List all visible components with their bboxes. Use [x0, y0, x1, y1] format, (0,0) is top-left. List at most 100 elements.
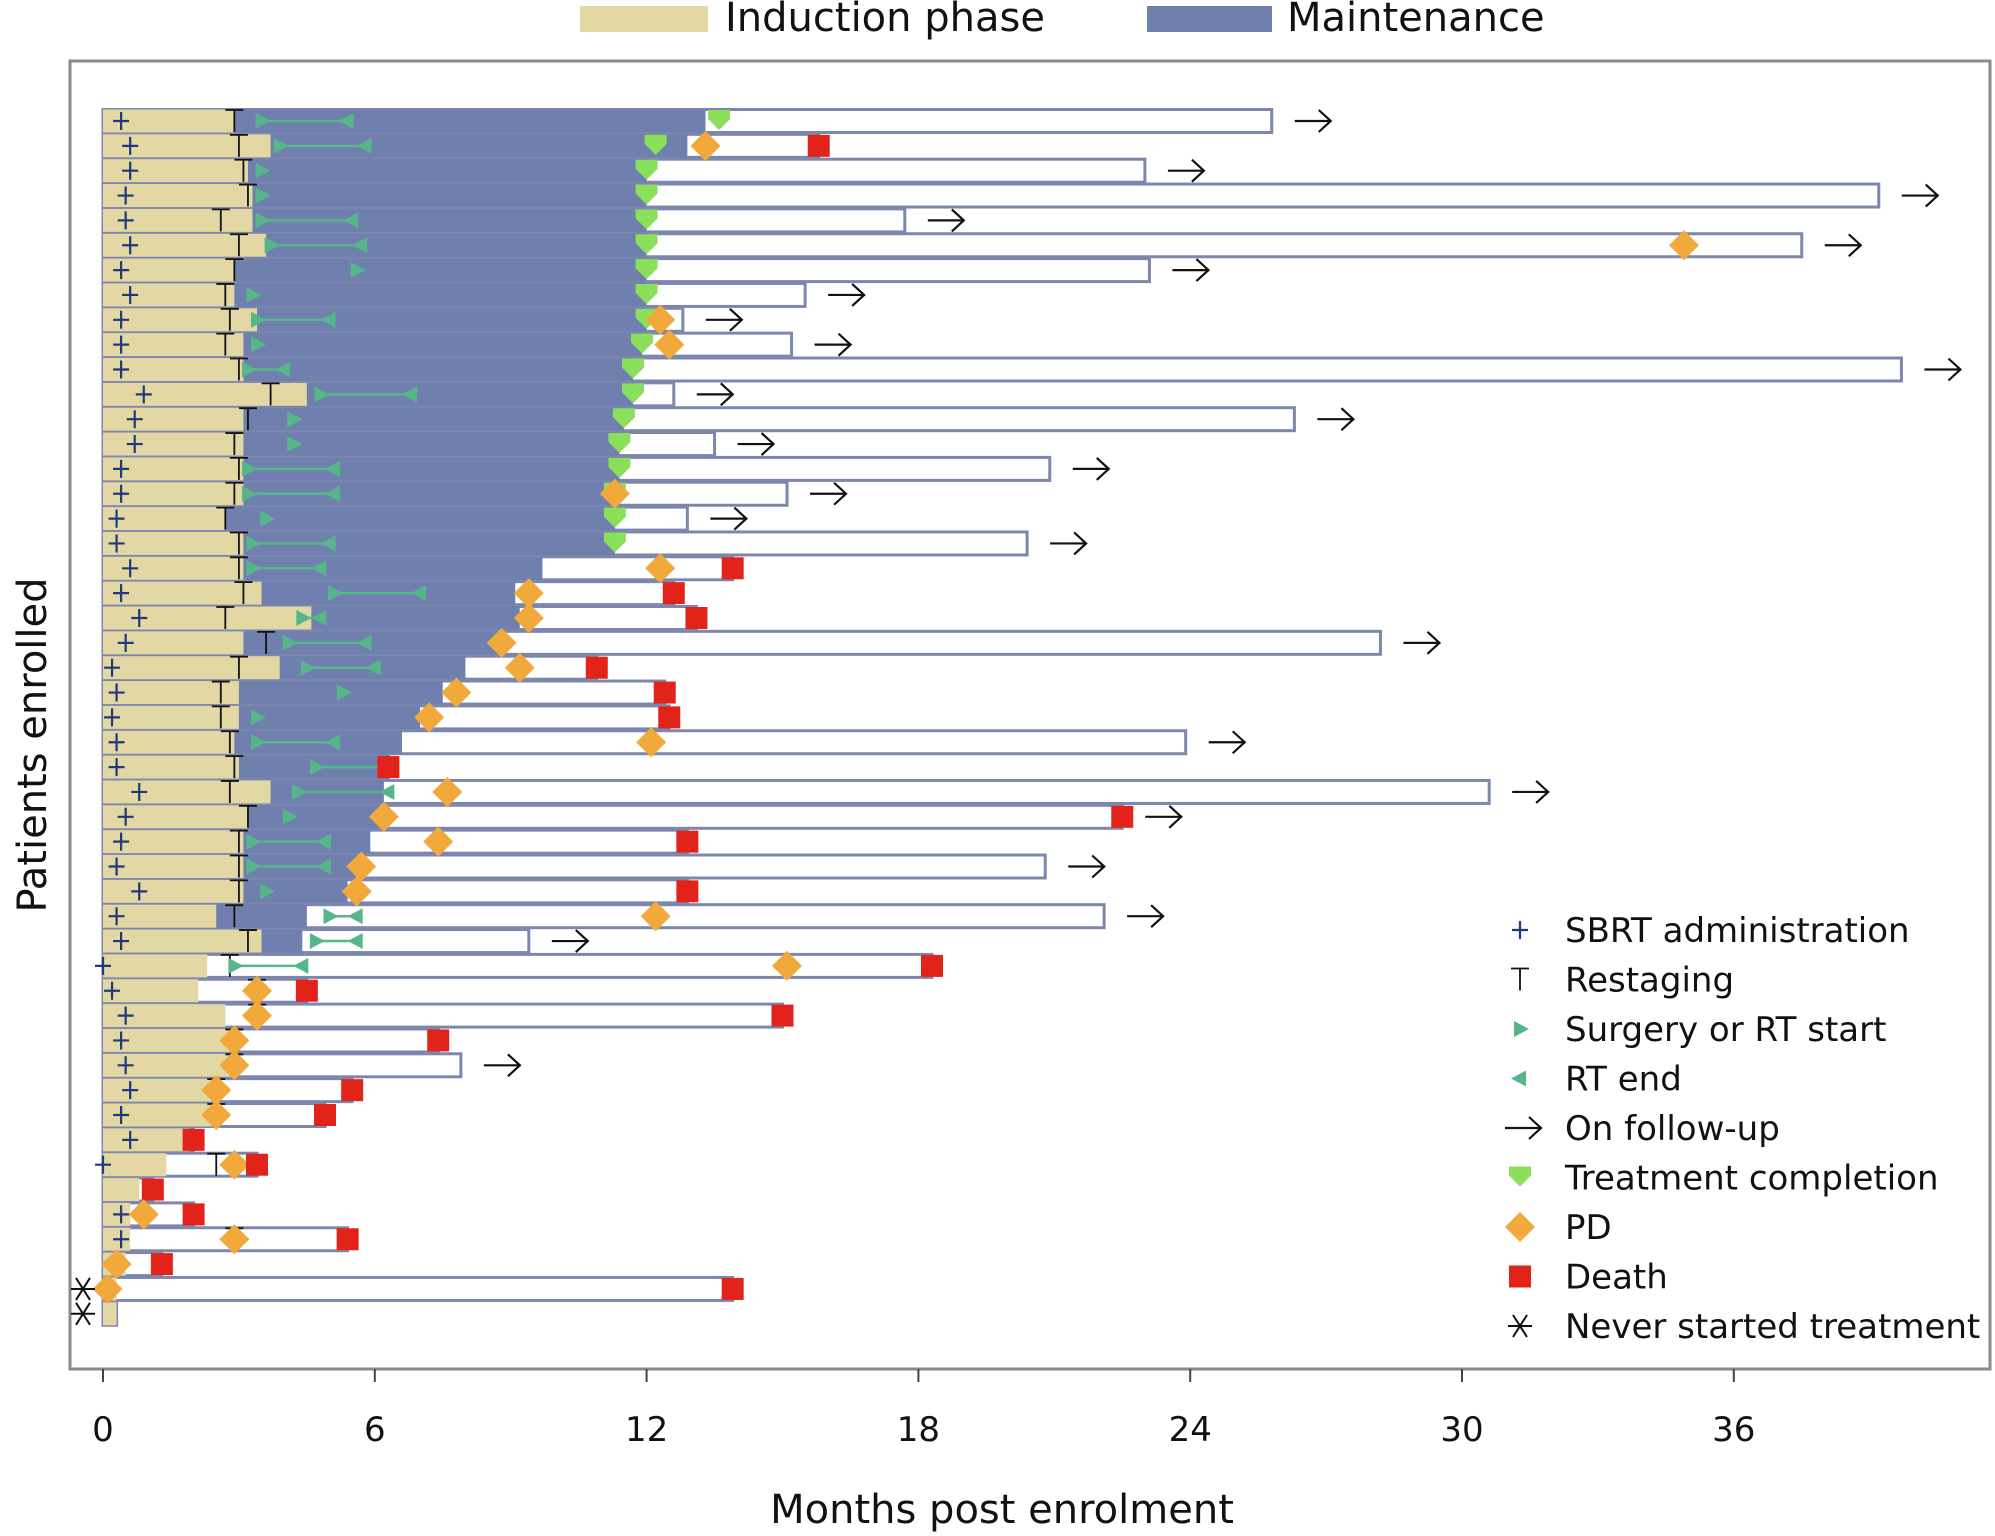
sbrt-marker	[113, 360, 130, 379]
restaging-marker	[1511, 967, 1529, 991]
sbrt-marker	[126, 410, 143, 429]
induction-segment	[103, 1004, 226, 1028]
sbrt-marker	[113, 832, 130, 851]
follow-up-arrow	[1901, 183, 1940, 208]
induction-segment	[103, 780, 271, 804]
follow-up-arrow	[1403, 631, 1442, 655]
induction-segment	[103, 929, 262, 953]
pd-marker	[441, 677, 472, 708]
sbrt-marker	[117, 211, 134, 230]
rt-start-marker	[309, 933, 325, 950]
rt-start-marker	[241, 361, 257, 378]
restaging-marker	[238, 407, 257, 431]
rt-end-marker	[356, 137, 372, 154]
pd-marker	[242, 1000, 273, 1031]
pd-marker	[219, 1025, 250, 1056]
sbrt-marker	[95, 956, 111, 975]
x-tick-label: 24	[1169, 1410, 1212, 1450]
pd-marker	[368, 801, 399, 832]
never-started-marker	[71, 1302, 95, 1326]
treatment-completion-marker	[635, 209, 658, 230]
sbrt-marker	[108, 733, 125, 752]
maintenance-segment	[103, 109, 706, 133]
induction-segment	[103, 233, 267, 257]
rt-start-marker	[255, 113, 271, 129]
x-tick-label: 36	[1712, 1410, 1755, 1450]
induction-segment	[103, 482, 244, 506]
treatment-completion-marker	[708, 110, 731, 130]
induction-segment	[103, 904, 217, 928]
follow-up-arrow	[1050, 531, 1088, 556]
induction-segment	[103, 705, 239, 729]
sbrt-marker	[122, 285, 139, 304]
restaging-marker	[211, 680, 230, 704]
induction-segment	[103, 979, 199, 1003]
pd-marker	[201, 1075, 232, 1106]
pd-marker	[1505, 1212, 1535, 1242]
rt-start-marker	[251, 336, 267, 353]
sbrt-marker	[108, 683, 125, 702]
treatment-completion-marker	[1509, 1166, 1531, 1187]
follow-up-arrow	[1172, 258, 1211, 282]
death-marker	[1111, 805, 1134, 828]
never-started-marker	[1508, 1314, 1532, 1338]
rt-end-marker	[293, 957, 309, 974]
marker-legend: SBRT administration Restaging Surgery or R…	[1505, 911, 1980, 1347]
follow-up-arrow	[1824, 233, 1863, 258]
rt-end-marker	[315, 858, 331, 875]
legend-swatch-maintenance	[1147, 6, 1272, 32]
rt-end-marker	[325, 485, 341, 502]
follow-up-arrow	[1924, 357, 1963, 382]
maintenance-segment	[103, 507, 615, 531]
pd-marker	[504, 652, 535, 683]
restaging-marker	[216, 283, 235, 306]
induction-segment	[103, 507, 226, 531]
rt-end-marker	[347, 933, 363, 950]
restaging-marker	[211, 705, 230, 729]
sbrt-marker	[131, 609, 148, 627]
treatment-completion-marker	[622, 383, 645, 404]
sbrt-marker	[135, 385, 152, 404]
induction-segment	[103, 382, 307, 406]
induction-segment	[103, 1053, 235, 1077]
restaging-marker	[216, 606, 235, 629]
induction-segment	[103, 531, 244, 555]
rt-end-marker	[1511, 1070, 1526, 1087]
death-marker	[313, 1104, 336, 1126]
death-marker	[246, 1153, 269, 1176]
rt-start-marker	[287, 436, 303, 453]
follow-up-arrow	[828, 283, 866, 307]
sbrt-marker	[113, 1205, 130, 1224]
follow-up-arrow	[1072, 457, 1111, 481]
death-marker	[676, 830, 699, 853]
follow-up-arrow	[1208, 730, 1247, 755]
phase-legend: Induction phase Maintenance	[580, 0, 1545, 41]
restaging-marker	[229, 556, 248, 580]
induction-segment	[103, 283, 235, 307]
x-axis: 0 6 12 18 24 30 36	[92, 1369, 1755, 1450]
sbrt-marker	[117, 807, 134, 826]
restaging-marker	[225, 481, 244, 505]
follow-up-arrow	[696, 382, 735, 407]
death-marker	[653, 681, 676, 704]
death-marker	[676, 880, 699, 903]
rt-start-marker	[260, 510, 276, 527]
rt-end-marker	[352, 237, 368, 254]
follow-up-arrow	[927, 208, 966, 233]
induction-segment	[103, 432, 244, 456]
treatment-completion-marker	[622, 358, 645, 379]
death-marker	[771, 1004, 794, 1027]
sbrt-marker	[113, 1031, 130, 1050]
sbrt-marker	[117, 1056, 134, 1075]
follow-up-arrow	[483, 1053, 522, 1078]
legend-label-rtstart: Surgery or RT start	[1565, 1010, 1886, 1050]
death-marker	[150, 1253, 173, 1276]
treatment-completion-marker	[635, 234, 658, 255]
pd-marker	[242, 975, 273, 1006]
event-markers	[71, 109, 1963, 1326]
induction-segment	[103, 134, 271, 158]
legend-label-complete: Treatment completion	[1564, 1159, 1939, 1199]
induction-segment	[103, 358, 244, 381]
death-marker	[1509, 1265, 1531, 1288]
rt-start-marker	[251, 311, 267, 328]
